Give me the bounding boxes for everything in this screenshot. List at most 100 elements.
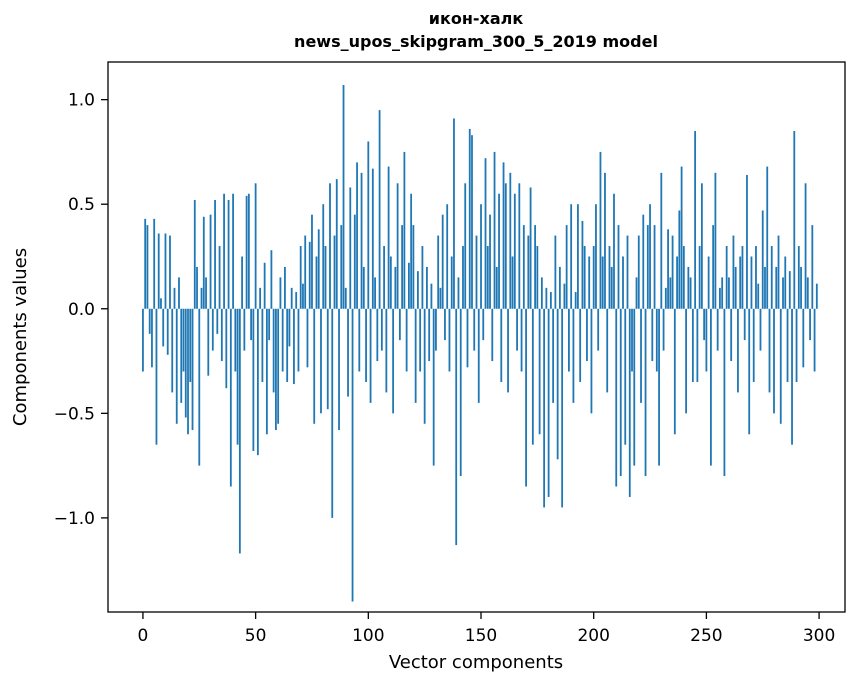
bar: [263, 262, 266, 309]
bar: [362, 266, 365, 309]
bar: [193, 200, 196, 309]
bar: [757, 283, 760, 309]
bar: [538, 308, 541, 435]
bar: [791, 308, 793, 445]
bar: [410, 193, 413, 309]
bar: [407, 262, 410, 309]
bar: [719, 287, 721, 309]
bar: [335, 179, 338, 309]
bar: [610, 266, 613, 309]
bar: [655, 308, 658, 372]
bar: [347, 308, 349, 397]
bar: [304, 235, 307, 309]
bar: [606, 308, 609, 393]
bar: [637, 235, 640, 309]
bar: [613, 193, 615, 309]
bar: [439, 287, 442, 309]
bar: [489, 214, 491, 309]
bar: [272, 308, 275, 393]
bar: [480, 204, 482, 309]
bar: [773, 308, 775, 414]
bar: [184, 308, 187, 418]
bar: [658, 308, 660, 466]
bar: [302, 283, 304, 309]
bar: [349, 187, 352, 309]
bar: [705, 308, 708, 372]
bar: [356, 162, 358, 309]
bar: [804, 183, 807, 309]
bar: [459, 308, 462, 477]
bar: [556, 308, 559, 460]
bar: [306, 308, 309, 368]
bar: [750, 256, 753, 309]
chart-title: икон-халк: [429, 9, 524, 28]
bar: [543, 308, 546, 508]
x-tick-label: 0: [138, 626, 149, 646]
y-tick-label: 0.0: [68, 300, 95, 320]
bar: [353, 214, 356, 309]
bar: [166, 308, 169, 355]
bar: [595, 204, 597, 309]
bar: [295, 292, 298, 309]
bar: [554, 235, 557, 309]
bar: [394, 266, 397, 309]
bar: [732, 235, 735, 309]
bar: [378, 110, 381, 309]
bar: [450, 256, 453, 309]
bar: [340, 225, 343, 309]
bar: [811, 225, 814, 309]
bar: [252, 308, 255, 451]
bar: [367, 141, 370, 309]
bar: [797, 246, 800, 309]
bar: [344, 287, 347, 309]
bar: [694, 131, 697, 309]
bar: [617, 225, 620, 309]
bar: [175, 308, 178, 424]
bar: [649, 204, 651, 309]
x-tick-label: 150: [465, 626, 497, 646]
bar: [444, 308, 446, 341]
bar: [577, 204, 579, 309]
bar: [351, 308, 354, 602]
bar: [417, 271, 419, 309]
bar: [202, 216, 205, 309]
bar: [234, 308, 237, 372]
bar: [536, 246, 539, 309]
bar: [662, 308, 665, 351]
bar: [401, 225, 404, 309]
bar: [734, 266, 737, 309]
bar: [160, 298, 162, 309]
bar: [599, 151, 602, 309]
bar: [597, 308, 600, 351]
bar: [739, 256, 742, 309]
bar: [691, 308, 694, 382]
bar: [380, 308, 383, 351]
bar: [815, 283, 818, 309]
bar: [667, 229, 669, 309]
bar: [275, 308, 277, 431]
bar: [653, 225, 656, 309]
bar: [216, 308, 219, 334]
y-axis-ticks: −1.0 −0.5 0.0 0.5 1.0: [54, 91, 108, 529]
bar: [766, 166, 769, 309]
bar: [644, 308, 647, 477]
bar: [383, 246, 385, 309]
bar: [455, 308, 458, 546]
bar: [779, 308, 782, 424]
bar: [795, 308, 798, 382]
bar: [788, 271, 791, 309]
bar: [448, 308, 451, 372]
bar: [254, 183, 257, 309]
plot-border: [107, 61, 846, 613]
bar: [802, 308, 805, 368]
bar: [211, 308, 214, 351]
bar: [676, 256, 678, 309]
bar: [500, 308, 503, 382]
bar: [628, 308, 631, 497]
bar: [342, 85, 345, 309]
bar: [520, 308, 523, 372]
bar: [806, 277, 809, 309]
bar: [748, 308, 751, 435]
bar: [148, 308, 151, 334]
bar: [700, 183, 703, 309]
